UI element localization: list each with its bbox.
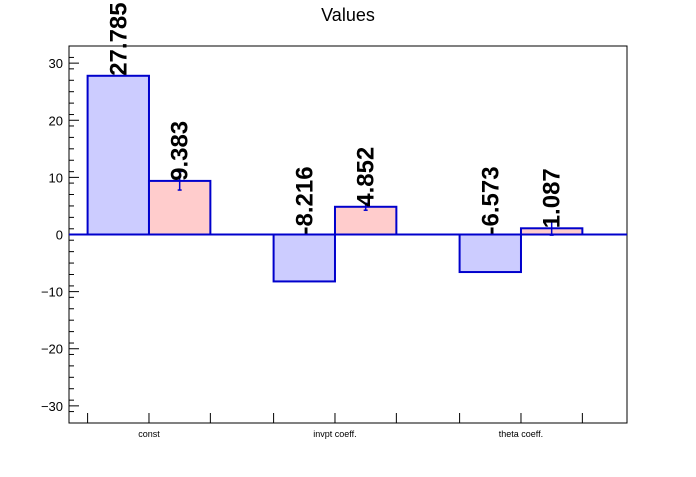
data-label: 1.087 [539,168,566,228]
bar [272,233,336,283]
y-tick-label: 20 [49,113,63,128]
data-label: 27.785 [105,2,132,75]
x-category-label: invpt coeff. [313,429,356,439]
bar [333,205,398,236]
data-label: -8.216 [291,166,318,234]
y-tick-label: −10 [41,285,63,300]
x-category-label: const [138,429,160,439]
data-label: 4.852 [353,147,380,207]
y-tick-label: 10 [49,170,63,185]
bar [86,74,150,236]
y-tick-label: −20 [41,342,63,357]
data-label: -6.573 [477,166,504,234]
bar [458,233,522,274]
chart-title: Values [321,5,375,25]
y-tick-label: 30 [49,56,63,71]
x-category-label: theta coeff. [499,429,543,439]
y-tick-label: −30 [41,399,63,414]
y-tick-label: 0 [56,228,63,243]
data-label: 9.383 [167,121,194,181]
